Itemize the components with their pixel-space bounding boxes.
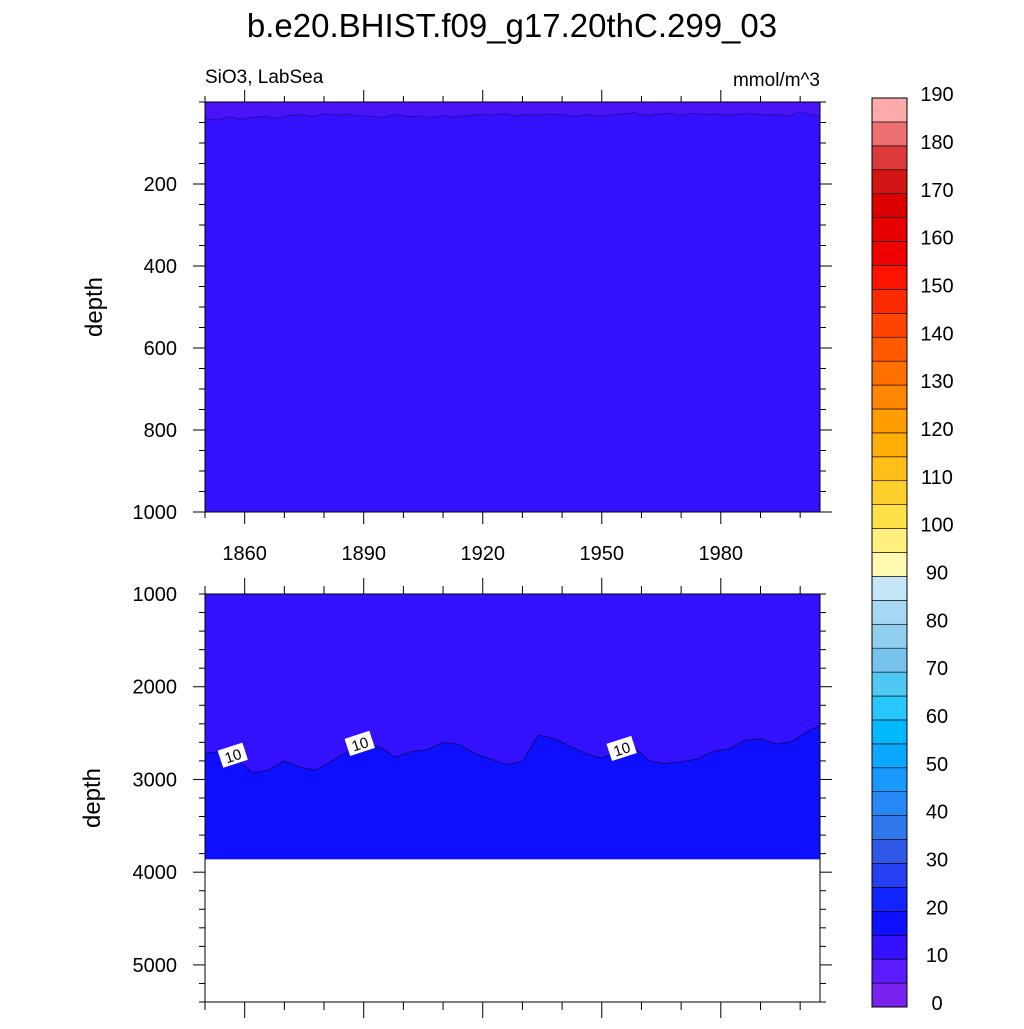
colorbar-tick-label: 170 bbox=[920, 180, 953, 202]
x-tick-label: 1860 bbox=[222, 543, 267, 565]
colorbar-tick-label: 90 bbox=[926, 563, 948, 585]
contour-line-10 bbox=[204, 725, 821, 774]
colorbar-tick-label: 10 bbox=[926, 945, 948, 967]
colorbar-swatch bbox=[871, 121, 908, 147]
colorbar-tick-label: 180 bbox=[920, 132, 953, 154]
x-tick-label: 1980 bbox=[699, 543, 744, 565]
x-tick-label: 1920 bbox=[460, 543, 505, 565]
colorbar-swatch bbox=[871, 480, 908, 505]
colorbar-swatch bbox=[871, 552, 908, 577]
colorbar-swatch bbox=[871, 958, 908, 984]
colorbar-swatch bbox=[871, 695, 908, 721]
colorbar-swatch bbox=[871, 265, 908, 290]
upper-y-tick-label: 200 bbox=[144, 174, 177, 196]
chart-title: b.e20.BHIST.f09_g17.20thC.299_03 bbox=[247, 7, 777, 44]
lower-panel: 10 10 10 1000 2000 3000 4000 5000 depth bbox=[79, 578, 832, 1018]
lower-y-tick-label: 2000 bbox=[133, 677, 178, 699]
colorbar-swatch bbox=[871, 217, 908, 242]
variable-region-label: SiO3, LabSea bbox=[205, 67, 324, 88]
colorbar-swatch bbox=[871, 504, 908, 529]
colorbar-tick-label: 30 bbox=[926, 850, 948, 872]
upper-y-tick-label: 600 bbox=[144, 338, 177, 360]
lower-y-axis-label: depth bbox=[79, 768, 106, 828]
colorbar-swatch bbox=[871, 145, 908, 171]
colorbar-tick-label: 60 bbox=[926, 706, 948, 728]
colorbar: 0 10 20 30 40 50 60 70 80 90 100 110 120 130 140 150 160… bbox=[871, 84, 954, 1015]
colorbar-swatch bbox=[871, 312, 908, 338]
contour-label: 10 bbox=[217, 742, 248, 768]
colorbar-tick-label: 40 bbox=[926, 802, 948, 824]
contour-label: 10 bbox=[606, 735, 637, 762]
upper-y-tick-label: 800 bbox=[144, 420, 177, 442]
colorbar-tick-label: 110 bbox=[921, 467, 953, 489]
surface-contour-line bbox=[204, 111, 821, 121]
colorbar-swatch bbox=[871, 791, 908, 816]
colorbar-swatch bbox=[871, 528, 908, 553]
colorbar-swatch bbox=[871, 911, 908, 936]
colorbar-swatch bbox=[871, 719, 908, 745]
colorbar-swatch bbox=[871, 767, 908, 793]
colorbar-swatch bbox=[871, 241, 908, 266]
contour-label-text: 10 bbox=[223, 746, 244, 767]
lower-fill-10-20 bbox=[205, 725, 820, 860]
colorbar-swatch bbox=[871, 600, 908, 625]
contour-label-box bbox=[606, 735, 637, 762]
contour-label-text: 10 bbox=[612, 739, 633, 760]
colorbar-swatch bbox=[871, 193, 908, 218]
colorbar-swatch bbox=[871, 647, 908, 673]
colorbar-swatch bbox=[871, 839, 908, 864]
upper-y-axis-label: depth bbox=[81, 277, 108, 337]
lower-y-tick-label: 4000 bbox=[133, 862, 178, 884]
colorbar-frame bbox=[871, 97, 908, 1008]
colorbar-swatch bbox=[871, 576, 908, 601]
upper-y-tick-label: 1000 bbox=[133, 502, 178, 524]
colorbar-swatch bbox=[871, 384, 908, 410]
colorbar-tick-label: 80 bbox=[926, 610, 948, 632]
lower-y-tick-label: 5000 bbox=[133, 955, 178, 977]
colorbar-swatch bbox=[871, 815, 908, 840]
lower-y-tick-label: 3000 bbox=[133, 769, 178, 791]
colorbar-swatch bbox=[871, 456, 908, 482]
colorbar-swatch bbox=[871, 432, 908, 458]
colorbar-swatch bbox=[871, 336, 908, 362]
colorbar-swatch bbox=[871, 863, 908, 888]
colorbar-tick-label: 0 bbox=[931, 993, 942, 1015]
colorbar-swatch bbox=[871, 743, 908, 769]
colorbar-tick-label: 190 bbox=[920, 84, 953, 106]
colorbar-swatch bbox=[871, 408, 908, 434]
colorbar-tick-label: 20 bbox=[926, 897, 948, 919]
colorbar-tick-label: 50 bbox=[926, 754, 948, 776]
contour-label-box bbox=[344, 730, 375, 756]
contour-label: 10 bbox=[344, 730, 375, 756]
x-tick-label: 1890 bbox=[341, 543, 386, 565]
colorbar-tick-label: 150 bbox=[920, 275, 953, 297]
colorbar-tick-label: 140 bbox=[920, 323, 953, 345]
colorbar-swatch bbox=[871, 887, 908, 912]
contour-label-text: 10 bbox=[350, 734, 371, 755]
colorbar-swatch bbox=[871, 289, 908, 314]
colorbar-tick-label: 70 bbox=[926, 658, 948, 680]
colorbar-tick-label: 120 bbox=[920, 419, 953, 441]
colorbar-swatch bbox=[871, 360, 908, 386]
lower-y-tick-label: 1000 bbox=[133, 584, 178, 606]
colorbar-swatch bbox=[871, 169, 908, 194]
colorbar-tick-label: 160 bbox=[920, 228, 953, 250]
colorbar-tick-label: 100 bbox=[920, 515, 953, 537]
colorbar-swatch bbox=[871, 671, 908, 697]
upper-panel: 200 400 600 800 1000 depth 1860 1890 1920 1950 198… bbox=[81, 90, 832, 565]
units-label: mmol/m^3 bbox=[733, 70, 820, 91]
colorbar-swatch bbox=[871, 982, 908, 1008]
upper-y-tick-label: 400 bbox=[144, 256, 177, 278]
upper-fill-region bbox=[205, 102, 820, 512]
colorbar-swatch bbox=[871, 934, 908, 960]
colorbar-swatch bbox=[871, 97, 908, 123]
x-tick-label: 1950 bbox=[580, 543, 625, 565]
contour-label-box bbox=[217, 742, 248, 768]
colorbar-tick-label: 130 bbox=[920, 371, 953, 393]
colorbar-swatch bbox=[871, 623, 908, 649]
